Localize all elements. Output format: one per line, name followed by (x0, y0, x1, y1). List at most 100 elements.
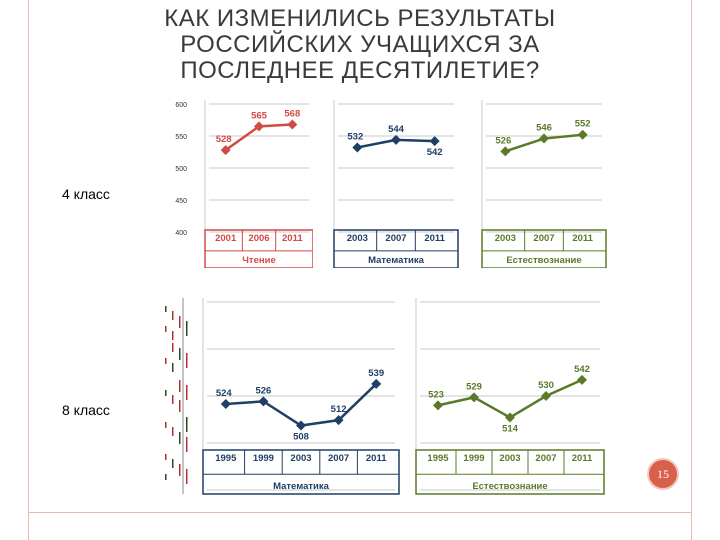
artifact-mark (179, 400, 181, 412)
data-label: 565 (251, 110, 268, 121)
data-point (391, 134, 401, 145)
chart-grade8-science: 1995 1999 2003 2007 2011 Естествознание 523 529… (408, 294, 608, 495)
x-tick-label: 2007 (533, 233, 554, 244)
x-tick-label: 2003 (290, 453, 311, 464)
artifact-mark (172, 343, 174, 352)
subject-label: Естествознание (472, 481, 547, 492)
data-label: 539 (368, 368, 384, 379)
data-point (220, 399, 231, 410)
row-label-grade-4: 4 класс (62, 186, 110, 202)
x-tick-label: 2001 (215, 233, 237, 244)
category-box (204, 229, 313, 268)
artifact-mark (165, 306, 167, 312)
data-point (287, 119, 298, 130)
data-point (469, 392, 479, 403)
x-tick-label: 2011 (282, 233, 303, 244)
artifact-mark (165, 454, 167, 460)
chart-grade8-math: 1995 1999 2003 2007 2011 Математика 524 526 508 5… (163, 294, 403, 495)
data-point (577, 374, 587, 385)
x-tick-label: 1995 (215, 453, 237, 464)
data-label: 532 (347, 132, 363, 143)
x-tick-label: 2011 (572, 453, 593, 464)
data-label: 528 (216, 134, 232, 145)
artifact-mark (179, 348, 181, 360)
slide-number-badge: 15 (647, 458, 679, 490)
artifact-mark (165, 358, 167, 364)
artifact-mark (172, 427, 174, 436)
data-label: 529 (466, 381, 482, 392)
artifact-mark (179, 380, 181, 392)
data-point (254, 121, 264, 132)
data-label: 568 (284, 108, 300, 119)
data-point (352, 142, 363, 153)
data-label: 526 (495, 135, 511, 146)
data-label: 514 (502, 423, 519, 434)
artifact-mark (186, 469, 188, 484)
artifact-mark (179, 464, 181, 476)
y-tick-label: 600 (175, 102, 187, 109)
chart-grade4-reading: 600 550 500 450 400 2001 2006 2011 Чтение 528 565 5… (163, 96, 313, 268)
artifact-mark (165, 390, 167, 396)
category-box (333, 229, 459, 268)
artifact-mark (186, 353, 188, 368)
x-tick-label: 2011 (366, 453, 387, 464)
x-tick-label: 1999 (463, 453, 484, 464)
x-tick-label: 2011 (424, 233, 445, 244)
artifact-mark (165, 326, 167, 332)
artifact-mark (165, 422, 167, 428)
artifact-mark (186, 417, 188, 432)
x-tick-label: 2007 (328, 453, 349, 464)
data-label: 546 (536, 123, 552, 134)
artifact-mark (172, 395, 174, 404)
category-box (415, 449, 605, 495)
subject-label: Чтение (242, 255, 275, 266)
subject-label: Математика (273, 481, 330, 492)
artifact-mark (179, 316, 181, 328)
x-tick-label: 2003 (495, 233, 516, 244)
data-point (500, 146, 511, 157)
artifact-mark (172, 363, 174, 372)
data-point (296, 420, 306, 431)
y-tick-label: 500 (175, 166, 187, 173)
panel-bg (474, 96, 614, 268)
data-label: 512 (331, 404, 347, 415)
data-point (429, 136, 440, 147)
y-tick-label: 400 (175, 230, 187, 237)
data-label: 542 (427, 147, 443, 158)
artifact-mark (179, 432, 181, 444)
artifact-mark (165, 474, 167, 480)
frame-right-line (691, 0, 692, 540)
x-tick-label: 2003 (499, 453, 520, 464)
x-tick-label: 2011 (572, 233, 593, 244)
data-point (541, 391, 551, 401)
artifact-mark (172, 331, 174, 340)
subject-label: Естествознание (506, 255, 581, 266)
artifact-mark (172, 459, 174, 468)
data-label: 552 (575, 119, 591, 130)
data-point (258, 396, 269, 407)
artifact-mark (186, 321, 188, 336)
data-point (220, 145, 231, 156)
data-point (539, 133, 549, 144)
data-label: 523 (428, 389, 444, 400)
data-point (577, 129, 588, 140)
y-tick-label: 550 (175, 134, 187, 141)
subject-label: Математика (368, 255, 425, 266)
data-label: 530 (538, 380, 554, 391)
data-label: 526 (255, 385, 271, 396)
data-label: 542 (574, 364, 590, 375)
x-tick-label: 1999 (253, 453, 274, 464)
panel-bg (408, 294, 608, 494)
data-label: 544 (388, 124, 405, 135)
data-label: 524 (216, 388, 233, 399)
panel-bg (326, 96, 466, 268)
data-label: 508 (293, 432, 309, 443)
data-point (433, 400, 443, 411)
artifact-mark (172, 311, 174, 320)
artifact-mark (186, 385, 188, 400)
frame-left-line (28, 0, 29, 540)
data-point (371, 378, 382, 389)
x-tick-label: 2007 (535, 453, 556, 464)
frame-bottom-line (28, 512, 692, 513)
chart-grade4-math: 2003 2007 2011 Математика 532 544 542 (326, 96, 466, 268)
